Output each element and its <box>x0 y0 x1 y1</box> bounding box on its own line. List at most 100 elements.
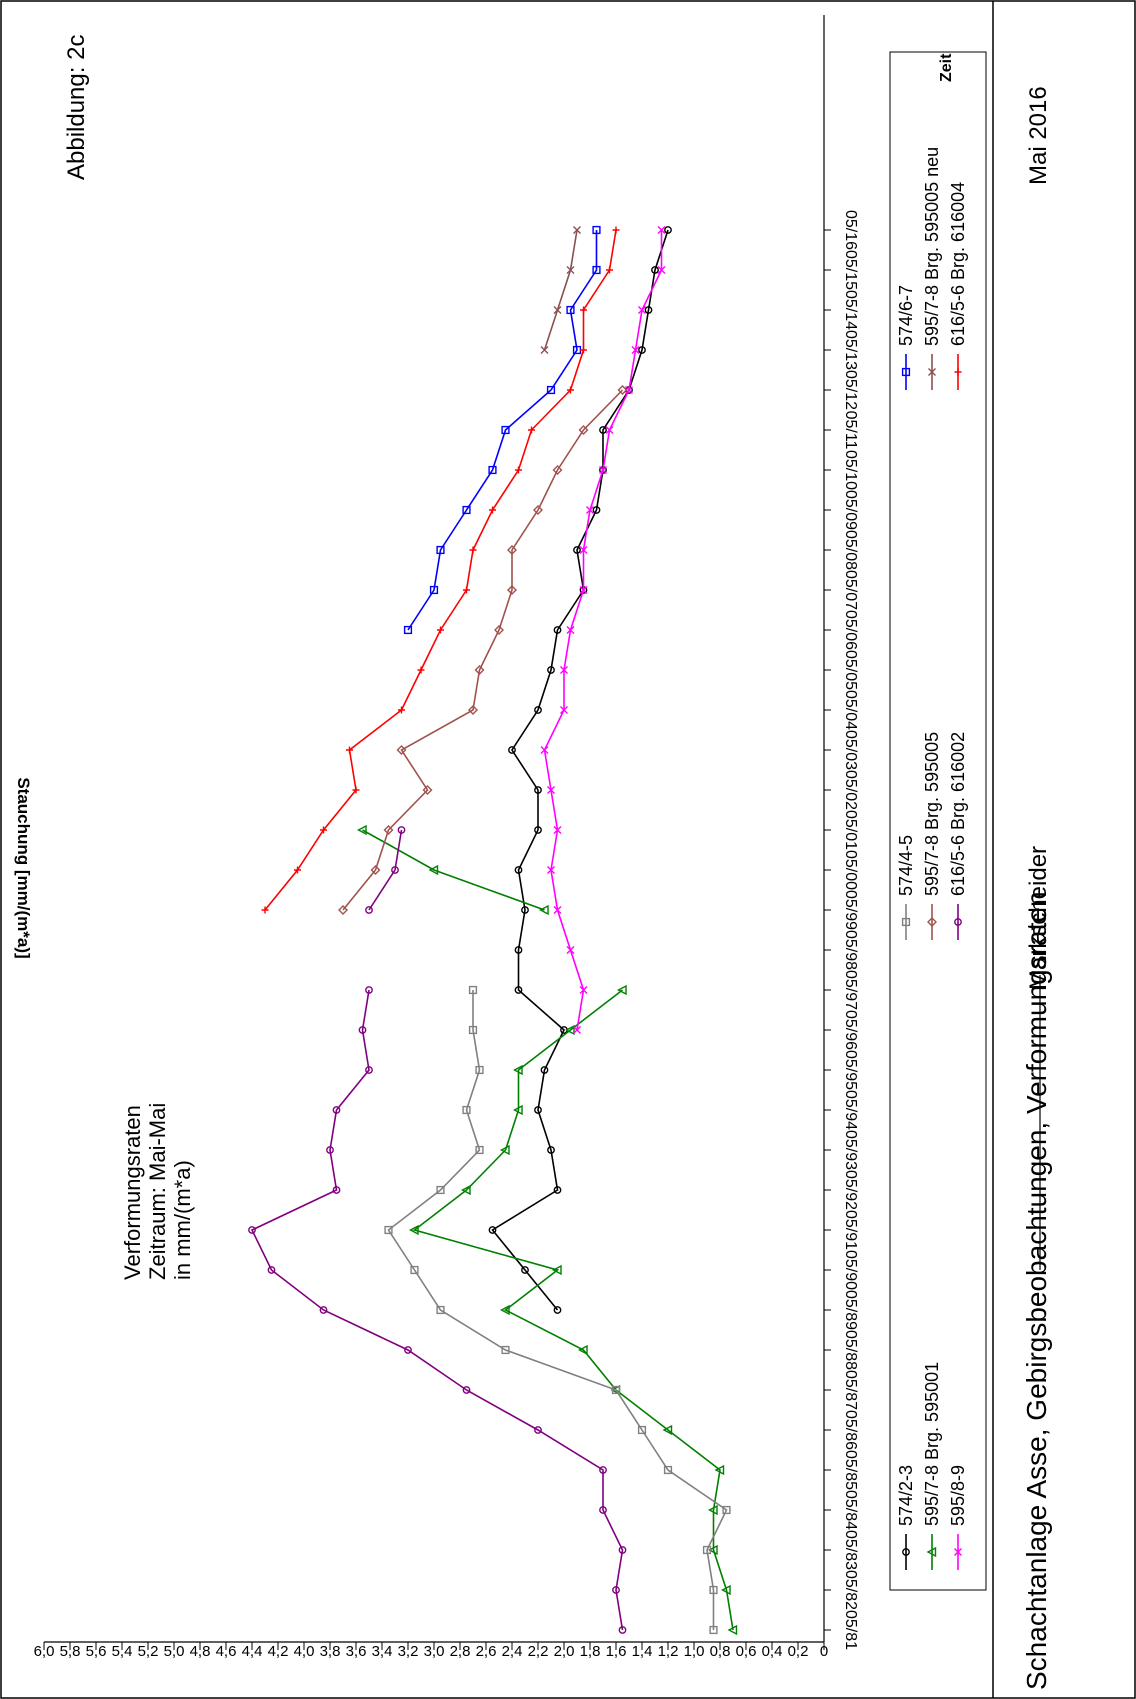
data-point <box>365 986 373 994</box>
data-point <box>592 225 601 235</box>
data-point <box>462 1386 471 1394</box>
legend-label: 595/7-8 Brg. 595005 <box>922 732 942 896</box>
data-point <box>599 1466 607 1474</box>
legend-label: 595/7-8 Brg. 595005 neu <box>922 147 942 346</box>
data-point <box>547 666 555 674</box>
time-tick-label: 05/91 <box>842 1210 859 1250</box>
time-tick-label: 05/88 <box>842 1330 859 1370</box>
data-point <box>338 905 348 915</box>
legend: 574/2-3 595/7-8 Brg. 595001 595/8-9 574/4-5… <box>889 51 987 1591</box>
data-point <box>586 506 594 514</box>
value-tick-label: 1,8 <box>580 1643 601 1660</box>
data-point <box>513 1064 523 1076</box>
data-point <box>468 705 478 715</box>
data-point <box>500 1304 510 1316</box>
legend-label: 595/7-8 Brg. 595001 <box>922 1362 942 1526</box>
data-point <box>540 1066 549 1074</box>
data-point <box>708 1544 718 1556</box>
data-point <box>383 825 394 835</box>
data-point <box>468 1025 478 1035</box>
time-tick-label: 05/89 <box>842 1290 859 1330</box>
data-point <box>638 306 646 314</box>
data-point <box>727 1624 738 1636</box>
data-point <box>365 906 373 914</box>
data-point <box>540 346 549 354</box>
data-point <box>631 346 640 354</box>
data-point <box>605 426 614 434</box>
data-point <box>508 746 516 754</box>
series-5 <box>338 385 628 915</box>
data-point <box>702 1545 712 1555</box>
data-point <box>320 826 327 834</box>
legend-entry: 595/8-9 <box>948 1465 968 1570</box>
data-point <box>657 226 666 234</box>
data-point <box>397 826 406 834</box>
data-point <box>638 346 646 354</box>
time-tick-label: 05/94 <box>842 1090 859 1130</box>
data-point <box>901 917 911 927</box>
data-point <box>708 1504 718 1516</box>
series-1 <box>488 226 672 1314</box>
data-point <box>261 906 269 914</box>
time-tick-label: 05/92 <box>842 1170 859 1210</box>
data-point <box>709 1625 718 1635</box>
time-tick-label: 05/82 <box>842 1570 859 1610</box>
data-point <box>566 266 575 274</box>
data-point <box>928 368 936 376</box>
legend-box <box>889 51 987 1591</box>
time-tick-label: 05/90 <box>842 1250 859 1290</box>
time-tick-label: 05/04 <box>842 690 859 730</box>
data-point <box>436 1305 445 1315</box>
data-point <box>579 586 588 594</box>
time-tick-label: 05/95 <box>842 1050 859 1090</box>
series-line <box>387 990 728 1630</box>
value-tick-label: 3,6 <box>346 1643 367 1660</box>
data-point <box>709 1585 718 1595</box>
series-line <box>264 229 617 911</box>
value-tick-label: 0,2 <box>788 1643 809 1660</box>
data-point <box>469 546 477 554</box>
data-point <box>475 1065 484 1075</box>
data-point <box>612 1586 620 1594</box>
value-tick-label: 1,6 <box>606 1643 627 1660</box>
data-point <box>463 586 470 594</box>
data-point <box>429 585 439 595</box>
data-point <box>592 506 601 514</box>
data-point <box>528 426 535 434</box>
data-point <box>494 625 504 635</box>
data-point <box>521 906 529 914</box>
time-tick-label: 05/07 <box>842 570 859 610</box>
series-2 <box>357 824 738 1636</box>
data-point <box>534 706 542 714</box>
data-point <box>384 1225 393 1235</box>
value-tick-label: 5,0 <box>164 1643 185 1660</box>
data-point <box>547 786 555 794</box>
series-4 <box>384 985 731 1635</box>
data-point <box>637 1425 647 1435</box>
series-line <box>543 229 578 351</box>
value-tick-label: 2,4 <box>502 1643 523 1660</box>
data-point <box>404 1346 412 1354</box>
data-point <box>358 1026 367 1034</box>
data-point <box>533 505 543 515</box>
data-point <box>428 864 439 876</box>
data-point <box>901 367 911 377</box>
chart-area: Abbildung: 2c Verformungsraten Zeitraum:… <box>34 15 987 1660</box>
data-point <box>515 466 522 474</box>
data-point <box>501 425 510 435</box>
data-point <box>566 305 575 315</box>
series-3 <box>540 226 666 1034</box>
data-point <box>547 866 555 874</box>
data-point <box>513 1104 523 1116</box>
data-point <box>534 786 542 794</box>
time-tick-label: 05/12 <box>842 370 859 410</box>
value-tick-label: 1,2 <box>658 1643 679 1660</box>
series-line <box>250 989 624 1631</box>
series-line <box>412 989 734 1631</box>
data-point <box>722 1505 731 1515</box>
data-point <box>599 466 607 474</box>
annotation-line-2: Zeitraum: Mai-Mai <box>145 1103 170 1280</box>
annotation-block: Verformungsraten Zeitraum: Mai-Mai in mm… <box>120 1103 195 1280</box>
time-tick-label: 05/01 <box>842 810 859 850</box>
